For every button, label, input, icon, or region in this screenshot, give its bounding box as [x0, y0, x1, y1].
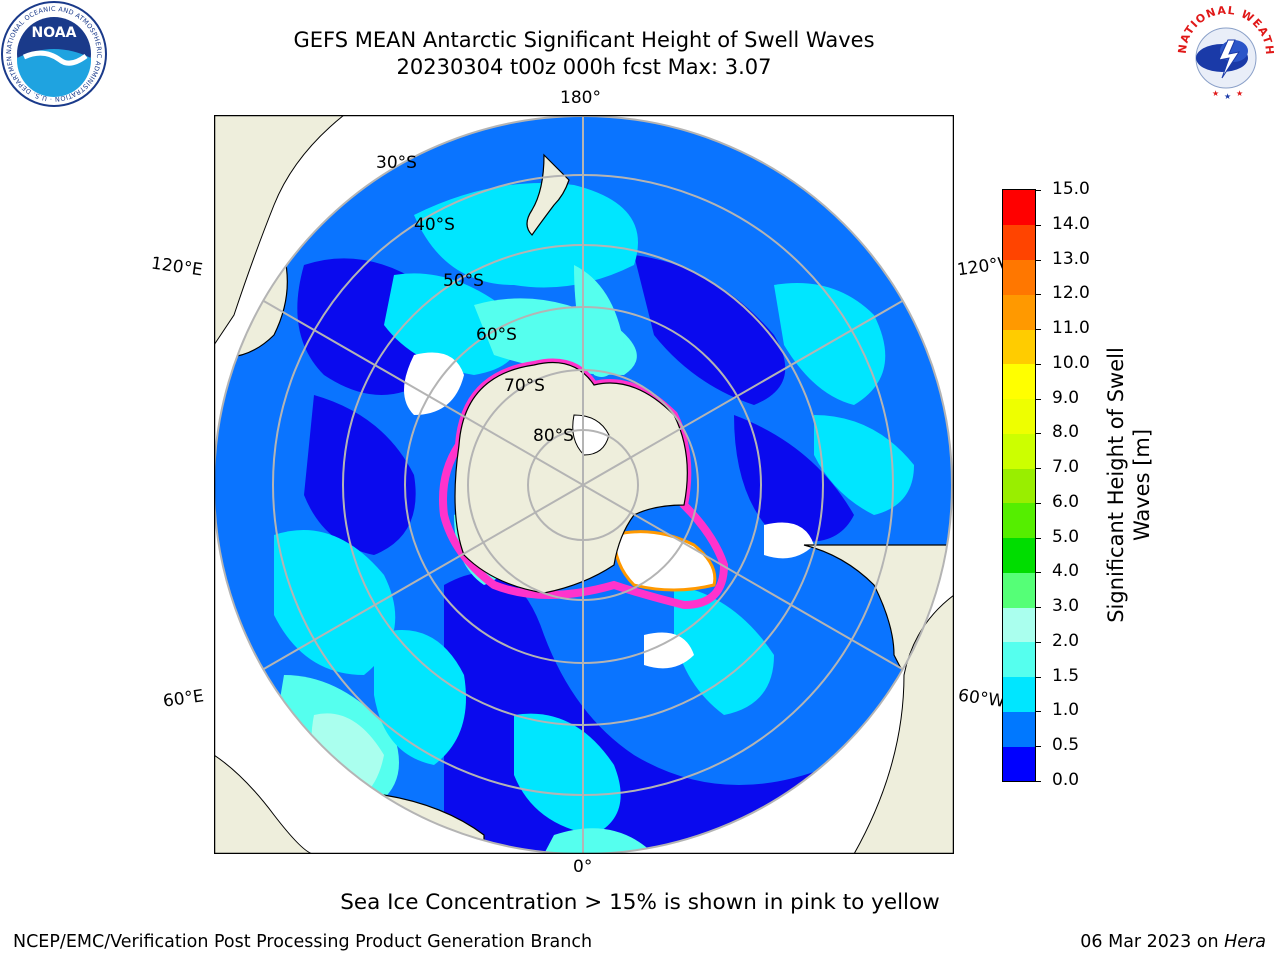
- colorbar-tick-label: 15.0: [1052, 179, 1090, 199]
- colorbar-tick-label: 0.0: [1052, 770, 1080, 790]
- colorbar-tick-label: 8.0: [1052, 422, 1080, 443]
- colorbar-swatch: [1003, 711, 1035, 747]
- colorbar-swatch: [1003, 468, 1035, 504]
- colorbar-tick-label: 3.0: [1052, 596, 1080, 617]
- colorbar-tick-mark: [1035, 329, 1041, 331]
- noaa-logo-icon: NATIONAL OCEANIC AND ATMOSPHERIC ADMINIS…: [0, 0, 108, 108]
- sea-ice-note: Sea Ice Concentration > 15% is shown in …: [340, 890, 940, 915]
- map-panel: 30°S 40°S 50°S 60°S 70°S 80°S: [213, 114, 955, 855]
- colorbar-tick-label: 9.0: [1052, 387, 1080, 408]
- nws-logo-icon: NATIONAL WEATHER SERVICE ★ ★ ★: [1167, 0, 1280, 108]
- colorbar-tick-mark: [1035, 676, 1041, 678]
- lat-label-70s: 70°S: [504, 376, 545, 396]
- colorbar-tick-label: 14.0: [1052, 213, 1090, 234]
- colorbar-tick-mark: [1035, 294, 1041, 296]
- colorbar-swatch: [1003, 363, 1035, 400]
- colorbar-tick-mark: [1035, 363, 1041, 365]
- colorbar: [1002, 189, 1036, 782]
- colorbar-swatch: [1003, 259, 1035, 295]
- colorbar-tick-mark: [1035, 641, 1041, 643]
- colorbar-swatch: [1003, 641, 1035, 678]
- colorbar-tick-label: 13.0: [1052, 248, 1090, 269]
- lat-label-50s: 50°S: [443, 271, 484, 291]
- colorbar-swatch: [1003, 294, 1035, 330]
- lat-label-80s: 80°S: [533, 426, 574, 446]
- lon-label-180: 180°: [560, 88, 601, 108]
- svg-text:★: ★: [1224, 92, 1231, 101]
- colorbar-tick-mark: [1035, 572, 1041, 574]
- lat-label-60s: 60°S: [476, 325, 517, 345]
- colorbar-swatch: [1003, 433, 1035, 469]
- colorbar-tick-mark: [1035, 711, 1041, 713]
- lon-label-120w: 120°W: [955, 253, 1009, 281]
- colorbar-label: Significant Height of Swell Waves [m]: [1104, 347, 1154, 623]
- colorbar-swatch: [1003, 746, 1035, 782]
- colorbar-tick-label: 0.5: [1052, 735, 1080, 756]
- colorbar-swatch: [1003, 502, 1035, 539]
- noaa-logo-text: NOAA: [32, 25, 77, 41]
- colorbar-tick-label: 12.0: [1052, 283, 1090, 304]
- colorbar-tick-label: 4.0: [1052, 561, 1080, 582]
- polar-map: 30°S 40°S 50°S 60°S 70°S 80°S: [213, 114, 955, 855]
- colorbar-tick-mark: [1035, 224, 1041, 226]
- svg-text:★: ★: [1212, 89, 1219, 98]
- colorbar-swatch: [1003, 537, 1035, 573]
- lon-label-120e: 120°E: [149, 253, 204, 281]
- colorbar-swatch: [1003, 607, 1035, 643]
- colorbar-swatch: [1003, 398, 1035, 434]
- colorbar-tick-mark: [1035, 607, 1041, 609]
- colorbar-swatch: [1003, 190, 1035, 226]
- colorbar-tick-label: 6.0: [1052, 491, 1080, 512]
- footer-credit: NCEP/EMC/Verification Post Processing Pr…: [13, 932, 593, 952]
- colorbar-tick-mark: [1035, 537, 1041, 539]
- colorbar-tick-mark: [1035, 433, 1041, 435]
- colorbar-tick-mark: [1035, 502, 1041, 504]
- lat-label-40s: 40°S: [414, 215, 455, 235]
- colorbar-swatch: [1003, 572, 1035, 608]
- colorbar-tick-mark: [1035, 398, 1041, 400]
- colorbar-swatch: [1003, 329, 1035, 365]
- colorbar-tick-mark: [1035, 468, 1041, 470]
- colorbar-tick-label: 2.0: [1052, 630, 1080, 651]
- colorbar-tick-label: 5.0: [1052, 526, 1080, 547]
- colorbar-tick-label: 7.0: [1052, 457, 1080, 478]
- colorbar-tick-label: 11.0: [1052, 318, 1090, 339]
- colorbar-tick-label: 10.0: [1052, 352, 1090, 373]
- colorbar-tick-mark: [1035, 781, 1041, 782]
- chart-subtitle: 20230304 t00z 000h fcst Max: 3.07: [396, 55, 772, 79]
- footer-host: Hera: [1224, 932, 1266, 952]
- lon-label-0: 0°: [573, 857, 593, 877]
- colorbar-tick-mark: [1035, 746, 1041, 748]
- lat-label-30s: 30°S: [376, 153, 417, 173]
- colorbar-tick-mark: [1035, 259, 1041, 261]
- footer-date: 06 Mar 2023 on Hera: [1080, 932, 1266, 952]
- colorbar-tick-label: 1.0: [1052, 700, 1080, 721]
- lon-label-60e: 60°E: [161, 686, 206, 712]
- svg-text:★: ★: [1236, 89, 1243, 98]
- chart-title: GEFS MEAN Antarctic Significant Height o…: [293, 28, 875, 52]
- colorbar-swatch: [1003, 676, 1035, 712]
- colorbar-swatch: [1003, 224, 1035, 260]
- colorbar-tick-label: 1.5: [1052, 665, 1080, 686]
- colorbar-tick-mark: [1035, 190, 1041, 191]
